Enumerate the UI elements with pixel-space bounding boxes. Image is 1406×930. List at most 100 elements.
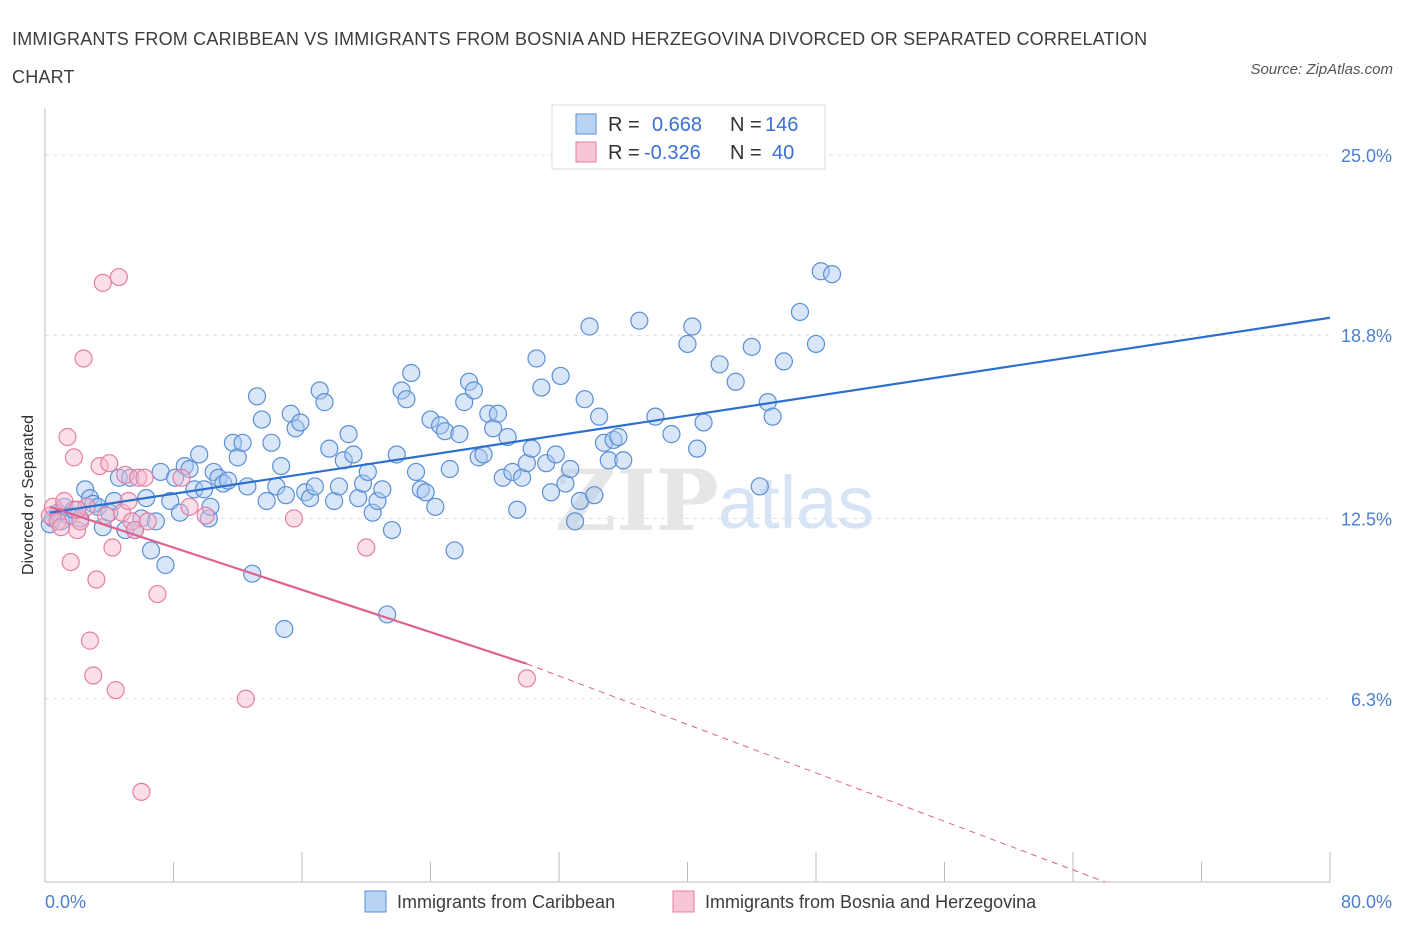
legend-stats-swatch-pink — [575, 141, 597, 163]
caribbean-point-46 — [262, 433, 281, 452]
caribbean-point-64 — [349, 488, 368, 508]
caribbean-point-134 — [790, 302, 810, 322]
legend-r-label-1: R = — [608, 114, 640, 136]
watermark-atlas: atlas — [718, 461, 874, 544]
caribbean-point-44 — [252, 410, 271, 429]
watermark-zip: ZIP — [555, 451, 719, 550]
bosnia-point-5 — [58, 427, 77, 447]
caribbean-point-93 — [488, 404, 508, 423]
caribbean-point-28 — [175, 456, 194, 476]
caribbean-point-59 — [325, 491, 344, 511]
legend-r-value-2: -0.326 — [644, 142, 701, 164]
caribbean-point-63 — [344, 445, 363, 464]
bosnia-point-17 — [96, 506, 116, 525]
bosnia-point-38 — [517, 669, 536, 688]
caribbean-point-62 — [339, 425, 358, 444]
caribbean-point-57 — [315, 393, 334, 412]
caribbean-point-56 — [310, 381, 329, 400]
trend-line-bosnia-extension — [526, 663, 1106, 883]
bosnia-point-12 — [80, 631, 100, 650]
series-caribbean-points — [40, 262, 842, 639]
caribbean-point-75 — [402, 363, 421, 383]
caribbean-point-74 — [397, 390, 416, 409]
caribbean-point-102 — [532, 378, 551, 397]
bosnia-point-6 — [61, 552, 80, 572]
caribbean-point-55 — [305, 477, 324, 496]
caribbean-point-60 — [329, 477, 349, 496]
bosnia-point-29 — [135, 468, 154, 487]
trend-line-caribbean — [49, 316, 1331, 514]
grid-lines — [45, 154, 1330, 700]
trend-lines — [49, 316, 1331, 883]
x-tick-label-1: 80.0% — [1341, 892, 1392, 912]
legend-stats: R = 0.668 N = 146 R = -0.326 N = 40 — [551, 104, 826, 170]
caribbean-point-121 — [646, 407, 665, 426]
caribbean-point-77 — [411, 480, 430, 499]
caribbean-point-84 — [445, 541, 464, 560]
bosnia-point-14 — [87, 570, 106, 589]
caribbean-point-38 — [223, 433, 243, 452]
caribbean-point-137 — [822, 265, 842, 284]
caribbean-point-26 — [166, 468, 185, 487]
bosnia-point-31 — [148, 584, 167, 604]
y-tick-label-2: 18.8% — [1341, 326, 1392, 346]
caribbean-point-67 — [363, 503, 382, 522]
caribbean-point-34 — [204, 462, 223, 482]
caribbean-point-51 — [286, 419, 305, 438]
caribbean-point-123 — [678, 334, 697, 354]
legend-series: Immigrants from Caribbean Immigrants fro… — [364, 890, 1037, 913]
caribbean-point-114 — [590, 407, 609, 426]
caribbean-point-109 — [565, 512, 585, 531]
caribbean-point-92 — [484, 419, 503, 438]
caribbean-point-122 — [662, 425, 681, 444]
caribbean-point-39 — [228, 448, 247, 467]
legend-swatch-bosnia — [672, 890, 695, 913]
caribbean-point-88 — [464, 381, 483, 400]
caribbean-point-120 — [630, 311, 649, 330]
bosnia-point-30 — [138, 512, 157, 531]
legend-swatch-caribbean — [364, 890, 387, 913]
watermark: ZIP atlas — [555, 451, 874, 550]
caribbean-point-83 — [440, 459, 459, 479]
caribbean-point-82 — [435, 422, 455, 441]
caribbean-point-86 — [455, 393, 474, 412]
caribbean-point-117 — [604, 430, 623, 450]
bosnia-point-27 — [129, 468, 148, 487]
caribbean-point-89 — [469, 448, 488, 467]
bosnia-point-32 — [172, 468, 191, 487]
caribbean-point-33 — [199, 509, 218, 528]
caribbean-point-118 — [609, 427, 628, 447]
caribbean-point-138 — [275, 619, 294, 639]
trend-line-bosnia — [49, 505, 528, 665]
caribbean-point-127 — [710, 355, 729, 374]
caribbean-point-53 — [296, 483, 315, 502]
legend-n-label-2: N = — [730, 142, 762, 164]
caribbean-point-49 — [276, 486, 296, 505]
caribbean-point-106 — [551, 366, 570, 386]
legend-r-value-1: 0.668 — [652, 114, 702, 136]
caribbean-point-113 — [585, 486, 604, 505]
caribbean-point-76 — [406, 462, 426, 482]
x-tick-label-0: 0.0% — [45, 892, 86, 912]
bosnia-point-10 — [74, 349, 93, 368]
x-tick-labels: 0.0% 80.0% — [45, 892, 1392, 912]
caribbean-point-133 — [774, 352, 793, 371]
legend-n-value-2: 40 — [772, 142, 794, 164]
caribbean-point-94 — [493, 468, 512, 487]
caribbean-point-130 — [750, 477, 769, 496]
caribbean-point-124 — [683, 317, 702, 336]
caribbean-point-129 — [742, 337, 761, 356]
caribbean-point-104 — [541, 483, 561, 502]
caribbean-point-27 — [170, 503, 190, 522]
caribbean-point-69 — [373, 480, 392, 499]
caribbean-point-105 — [546, 445, 565, 464]
caribbean-point-125 — [688, 439, 707, 458]
caribbean-point-139 — [201, 497, 220, 516]
caribbean-point-71 — [382, 520, 402, 540]
bosnia-point-28 — [132, 782, 151, 801]
legend-n-label-1: N = — [730, 114, 762, 136]
chart-title: IMMIGRANTS FROM CARIBBEAN VS IMMIGRANTS … — [12, 29, 1148, 87]
legend-n-value-1: 146 — [765, 114, 798, 136]
caribbean-point-31 — [190, 445, 209, 464]
